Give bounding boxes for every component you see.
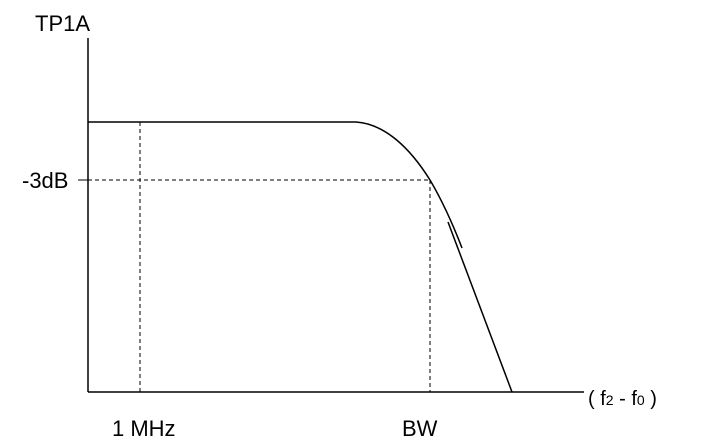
x-axis-label-sub1: 2 xyxy=(605,392,614,408)
x-axis-label-sub2: 0 xyxy=(636,392,645,408)
x-tick-1mhz-label: 1 MHz xyxy=(112,416,176,441)
x-tick-bw-label: BW xyxy=(402,416,438,441)
asymptote-line xyxy=(447,221,513,393)
x-axis-label-close: ) xyxy=(644,388,657,410)
minus-3db-label: -3dB xyxy=(22,168,69,193)
y-axis-label: TP1A xyxy=(35,11,91,36)
x-axis-label: ( f2 - f0 ) xyxy=(588,389,657,409)
x-axis-label-mid: - f xyxy=(613,388,637,410)
rolloff-curve xyxy=(355,121,463,249)
x-axis-label-open: ( f xyxy=(588,388,606,410)
